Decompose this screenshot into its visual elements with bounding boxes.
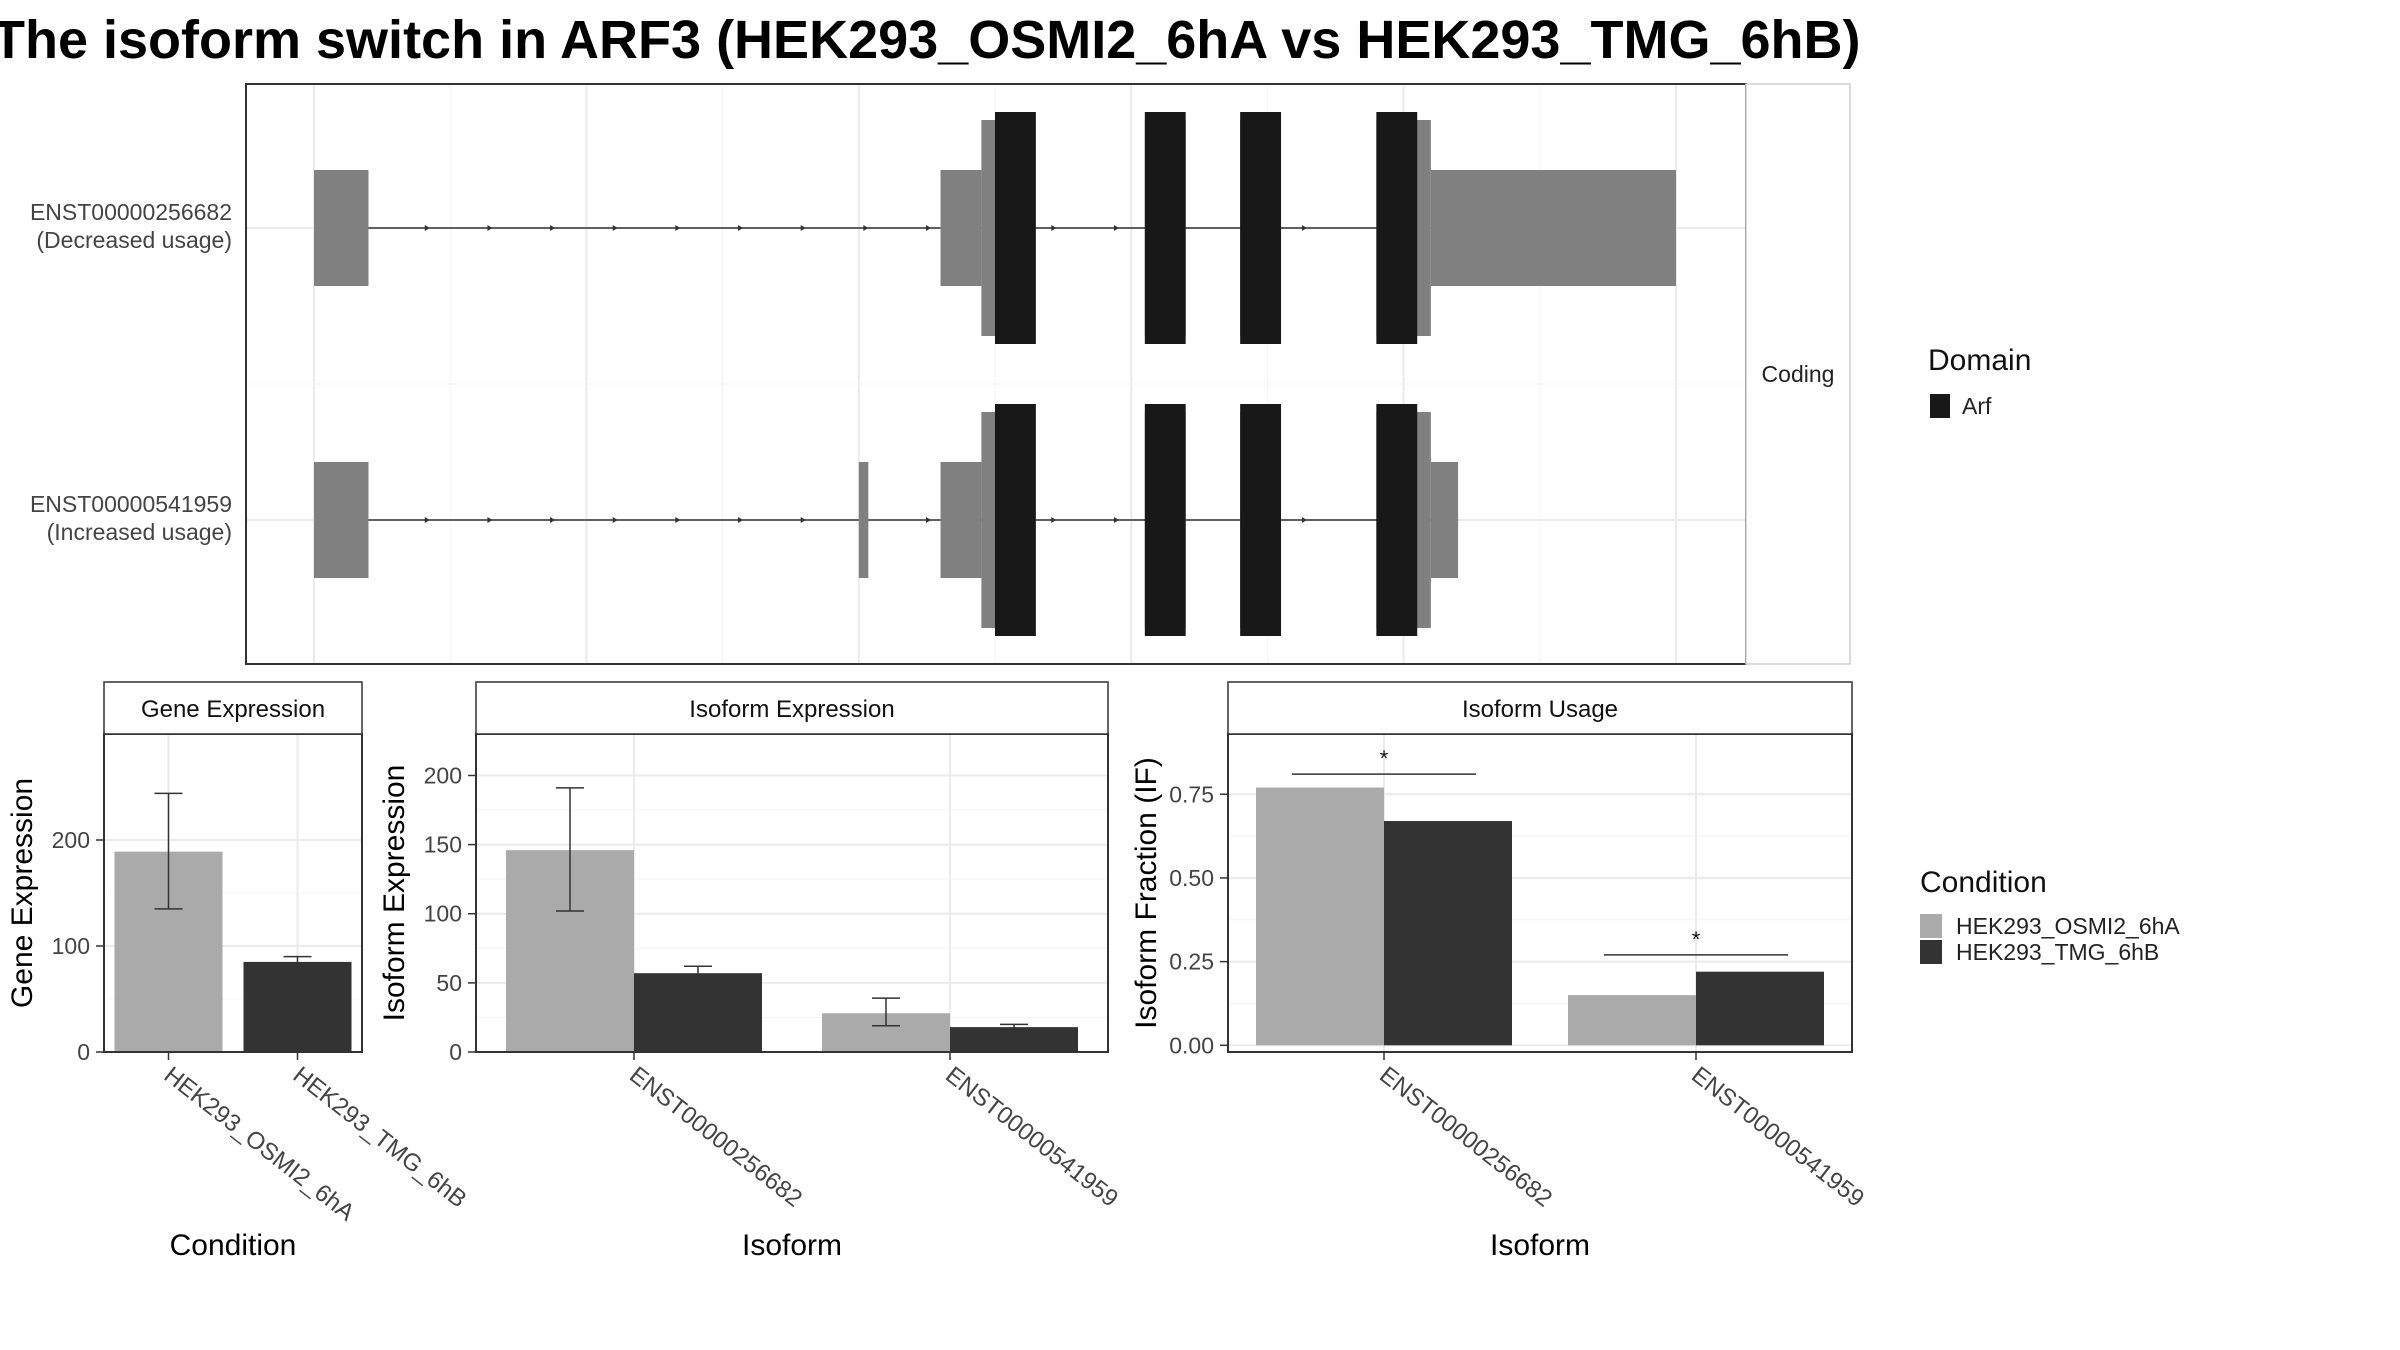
intron-arrow [738,225,744,231]
significance-star: * [1692,927,1701,952]
utr-exon-ENST00000256682-1 [940,170,982,286]
transcript-id-label: ENST00000256682 [30,199,232,225]
significance-star: * [1380,746,1389,771]
intron-arrow [550,225,556,231]
domain-legend-swatch [1930,394,1950,418]
y-tick-label: 200 [424,762,462,788]
transcript-id-label: ENST00000541959 [30,491,232,517]
bar-HEK293_TMG_6hB-ENST00000541959 [1696,971,1824,1046]
intron-arrow [612,517,618,523]
y-tick-label: 0.75 [1169,781,1214,807]
condition-legend-swatch [1920,940,1942,964]
x-axis-title: Isoform [1490,1229,1590,1262]
intron-arrow [1051,517,1057,523]
y-tick-label: 0 [77,1039,90,1065]
intron-arrow [1113,225,1119,231]
panel-strip-1 [475,681,1109,735]
intron-arrow [612,225,618,231]
arf-domain-ENST00000256682-3 [1376,112,1418,344]
intron-arrow [487,517,493,523]
intron-arrow [487,225,493,231]
bar-HEK293_TMG_6hB-ENST00000256682 [634,973,762,1052]
condition-legend-label: HEK293_TMG_6hB [1956,939,2159,965]
x-tick-label: ENST00000541959 [1686,1061,1869,1212]
utr-exon-ENST00000541959-0 [314,462,369,578]
x-tick-label: ENST00000256682 [1374,1061,1557,1212]
bar-HEK293_OSMI2_6hA-ENST00000541959 [1568,995,1696,1046]
arf-domain-ENST00000256682-2 [1240,112,1282,344]
condition-legend-label: HEK293_OSMI2_6hA [1956,913,2180,939]
y-axis-title: Gene Expression [6,778,39,1008]
x-axis-title: Isoform [742,1229,842,1262]
utr-exon-ENST00000256682-0 [314,170,369,286]
arf-domain-ENST00000541959-1 [1144,404,1186,636]
intron-arrow [738,517,744,523]
transcript-usage-label: (Decreased usage) [36,227,232,253]
intron-arrow [800,517,806,523]
y-tick-label: 200 [52,827,90,853]
y-tick-label: 0.00 [1169,1032,1214,1058]
intron-arrow [675,517,681,523]
condition-legend-swatch [1920,914,1942,938]
bar-HEK293_TMG_6hB-ENST00000256682 [1384,821,1512,1046]
y-tick-label: 0 [449,1039,462,1065]
intron-arrow [1301,517,1307,523]
panel-title: Gene Expression [141,696,325,723]
page-title: The isoform switch in ARF3 (HEK293_OSMI2… [0,10,1860,70]
bar-HEK293_OSMI2_6hA-ENST00000256682 [1256,787,1384,1046]
intron-arrow [925,225,931,231]
x-axis-title: Condition [170,1229,297,1262]
y-tick-label: 0.50 [1169,865,1214,891]
coding-strip [1745,83,1851,665]
intron-arrow [1301,225,1307,231]
y-tick-label: 50 [436,970,462,996]
panel-strip-0 [103,681,363,735]
arf-domain-ENST00000256682-0 [995,112,1036,344]
arf-domain-ENST00000541959-0 [995,404,1036,636]
coding-strip-label: Coding [1762,361,1835,387]
arf-domain-ENST00000541959-2 [1240,404,1282,636]
transcript-usage-label: (Increased usage) [47,519,232,545]
panel-strip-2 [1227,681,1853,735]
intron-arrow [800,225,806,231]
y-axis-title: Isoform Fraction (IF) [1130,757,1163,1029]
utr-exon-ENST00000256682-2 [1430,170,1676,286]
arf-domain-ENST00000541959-3 [1376,404,1418,636]
arf-domain-ENST00000256682-1 [1144,112,1186,344]
bar-HEK293_TMG_6hB [243,961,352,1052]
panel-title: Isoform Usage [1462,696,1618,723]
x-tick-label: ENST00000256682 [624,1061,807,1212]
domain-legend-title: Domain [1928,344,2031,377]
domain-legend-label: Arf [1962,393,1992,419]
intron-arrow [424,517,430,523]
intron-arrow [675,225,681,231]
panel-title: Isoform Expression [689,696,894,723]
x-tick-label: ENST00000541959 [940,1061,1123,1212]
y-axis-title: Isoform Expression [378,765,411,1022]
intron-arrow [863,225,869,231]
intron-arrow [1113,517,1119,523]
utr-exon-ENST00000541959-2 [940,462,982,578]
intron-arrow [925,517,931,523]
y-tick-label: 150 [424,832,462,858]
y-tick-label: 100 [424,901,462,927]
bar-HEK293_TMG_6hB-ENST00000541959 [950,1027,1078,1052]
utr-exon-ENST00000541959-1 [858,462,869,578]
intron-arrow [550,517,556,523]
condition-legend-title: Condition [1920,866,2047,899]
utr-exon-ENST00000541959-3 [1430,462,1459,578]
y-tick-label: 100 [52,933,90,959]
intron-arrow [1051,225,1057,231]
y-tick-label: 0.25 [1169,949,1214,975]
intron-arrow [424,225,430,231]
